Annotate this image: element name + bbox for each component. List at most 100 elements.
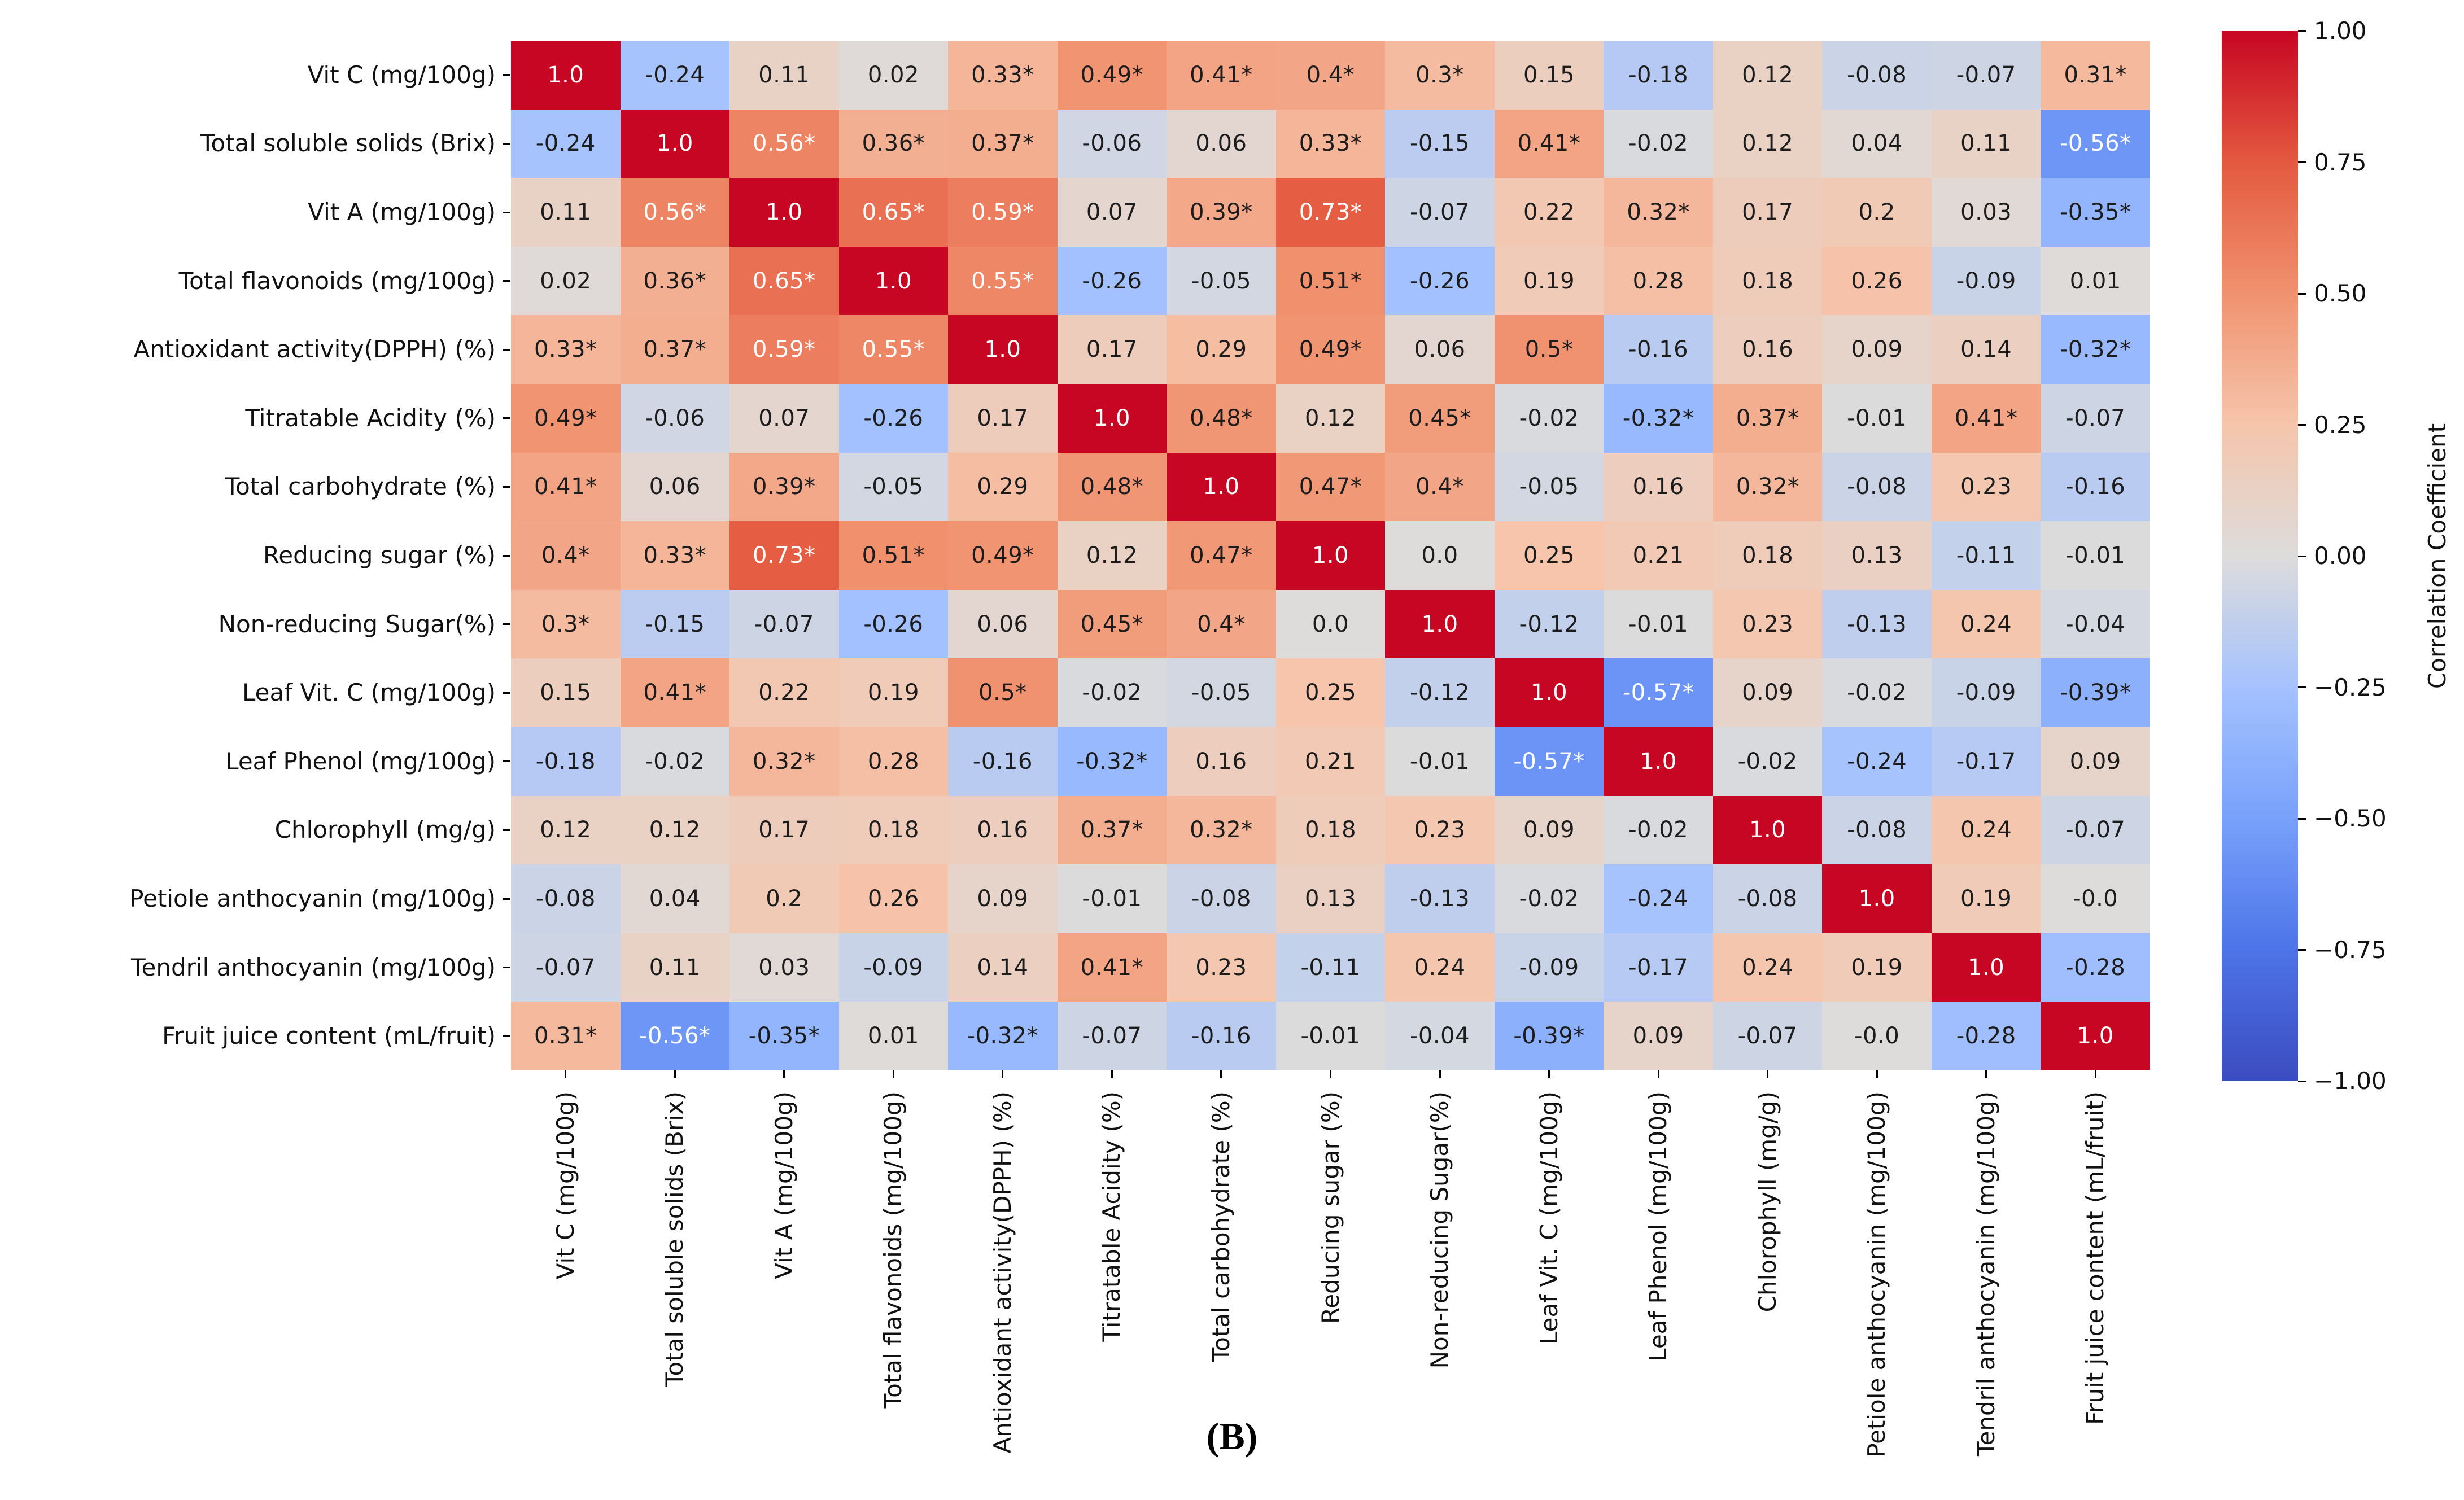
heatmap-cell: 1.0 [1822, 864, 1932, 933]
heatmap-cell: 0.19 [1931, 864, 2041, 933]
heatmap-cell: 0.3* [1385, 41, 1495, 110]
heatmap-cell: -0.24 [620, 41, 730, 110]
heatmap-cell: -0.16 [1604, 315, 1713, 384]
heatmap-cell: 0.19 [838, 658, 949, 727]
y-tick-mark [503, 967, 510, 969]
heatmap-cell: 0.55* [948, 246, 1058, 316]
heatmap-cell: -0.07 [1931, 41, 2041, 110]
heatmap-cell: 0.06 [620, 452, 730, 522]
colorbar-tick-label: −0.75 [2314, 935, 2387, 964]
colorbar-gradient [2222, 31, 2298, 1081]
y-axis-label: Vit C (mg/100g) [307, 60, 496, 89]
heatmap-cell: 0.47* [1167, 521, 1276, 590]
heatmap-cell: 0.4* [1385, 452, 1495, 522]
heatmap-cell: -0.08 [511, 864, 621, 933]
heatmap-cell: -0.05 [1167, 246, 1276, 316]
colorbar-tick-mark [2298, 161, 2306, 163]
y-axis-label: Tendril anthocyanin (mg/100g) [131, 953, 496, 981]
y-axis-label: Non-reducing Sugar(%) [218, 610, 496, 638]
heatmap-matrix: 1.0 -0.24 0.11 0.02 0.33* 0.49* 0.41* 0.4* 0.3* 0… [511, 41, 2150, 1070]
heatmap-cell: 0.17 [1057, 315, 1167, 384]
y-tick-mark [503, 898, 510, 900]
x-tick-mark [1330, 1070, 1331, 1078]
heatmap-cell: -0.0 [2041, 864, 2150, 933]
heatmap-cell: 0.18 [1712, 521, 1823, 590]
heatmap-cell: -0.57* [1604, 658, 1713, 727]
heatmap-cell: 0.3* [511, 589, 621, 659]
heatmap-cell: 0.17 [729, 795, 839, 865]
colorbar-tick-mark [2298, 817, 2306, 820]
heatmap-cell: 0.19 [1822, 933, 1932, 1002]
heatmap-cell: 0.49* [511, 383, 621, 453]
heatmap-cell: 0.23 [1712, 589, 1823, 659]
heatmap-cell: 0.09 [948, 864, 1058, 933]
x-tick-mark [565, 1070, 567, 1078]
heatmap-cell: -0.02 [1494, 383, 1604, 453]
y-axis-label: Vit A (mg/100g) [308, 198, 496, 226]
heatmap-cell: 0.14 [948, 933, 1058, 1002]
heatmap-cell: 0.41* [620, 658, 730, 727]
heatmap-cell: 0.33* [1275, 109, 1386, 178]
heatmap-cell: 0.06 [948, 589, 1058, 659]
x-tick-mark [1220, 1070, 1222, 1078]
heatmap-cell: -0.15 [1385, 109, 1495, 178]
heatmap-cell: 0.41* [1494, 109, 1604, 178]
heatmap-cell: -0.13 [1385, 864, 1495, 933]
heatmap-cell: -0.05 [1167, 658, 1276, 727]
heatmap-cell: 0.24 [1712, 933, 1823, 1002]
heatmap-cell: -0.39* [2041, 658, 2150, 727]
heatmap-cell: -0.32* [1057, 727, 1167, 796]
colorbar-tick-mark [2298, 30, 2306, 32]
heatmap-cell: 1.0 [838, 246, 949, 316]
heatmap-cell: -0.01 [1275, 1002, 1386, 1070]
heatmap-cell: 0.18 [838, 795, 949, 865]
y-axis-label: Titratable Acidity (%) [245, 404, 496, 432]
heatmap-cell: 0.25 [1275, 658, 1386, 727]
y-axis-label: Total flavonoids (mg/100g) [178, 266, 496, 295]
heatmap-cell: 0.37* [948, 109, 1058, 178]
heatmap-cell: 0.15 [511, 658, 621, 727]
heatmap-cell: 0.33* [620, 521, 730, 590]
heatmap-cell: 0.65* [838, 178, 949, 247]
colorbar-tick-label: −0.25 [2314, 673, 2387, 701]
colorbar-tick-mark [2298, 424, 2306, 426]
heatmap-cell: 0.33* [511, 315, 621, 384]
x-tick-mark [892, 1070, 894, 1078]
x-tick-mark [2094, 1070, 2096, 1078]
heatmap-cell: -0.09 [838, 933, 949, 1002]
heatmap-cell: 0.23 [1167, 933, 1276, 1002]
heatmap-cell: 0.19 [1494, 246, 1604, 316]
heatmap-cell: 0.36* [620, 246, 730, 316]
heatmap-cell: 0.47* [1275, 452, 1386, 522]
heatmap-cell: 0.26 [1822, 246, 1932, 316]
y-axis-label: Leaf Vit. C (mg/100g) [242, 679, 496, 707]
heatmap-cell: 1.0 [511, 41, 621, 110]
colorbar-title: Correlation Coefficient [2423, 423, 2451, 689]
heatmap-cell: -0.09 [1494, 933, 1604, 1002]
colorbar-tick-label: 1.00 [2314, 17, 2367, 45]
y-tick-mark [503, 348, 510, 351]
y-tick-mark [503, 417, 510, 419]
heatmap-cell: -0.16 [1167, 1002, 1276, 1070]
heatmap-cell: 0.31* [511, 1002, 621, 1070]
colorbar-tick-mark [2298, 1080, 2306, 1082]
heatmap-cell: -0.11 [1931, 521, 2041, 590]
heatmap-cell: -0.32* [2041, 315, 2150, 384]
heatmap-cell: 1.0 [948, 315, 1058, 384]
y-tick-mark [503, 554, 510, 557]
heatmap-cell: 0.24 [1931, 589, 2041, 659]
heatmap-cell: -0.26 [838, 589, 949, 659]
heatmap-cell: 0.51* [838, 521, 949, 590]
heatmap-cell: -0.02 [1604, 795, 1713, 865]
heatmap-cell: 0.16 [1167, 727, 1276, 796]
heatmap-cell: -0.07 [729, 589, 839, 659]
heatmap-cell: 0.09 [1494, 795, 1604, 865]
heatmap-cell: 0.32* [1712, 452, 1823, 522]
heatmap-cell: 0.12 [1712, 109, 1823, 178]
colorbar-tick-label: −1.00 [2314, 1067, 2387, 1095]
heatmap-cell: -0.11 [1275, 933, 1386, 1002]
heatmap-cell: -0.02 [1822, 658, 1932, 727]
heatmap-cell: 0.21 [1604, 521, 1713, 590]
heatmap-cell: -0.09 [1931, 658, 2041, 727]
